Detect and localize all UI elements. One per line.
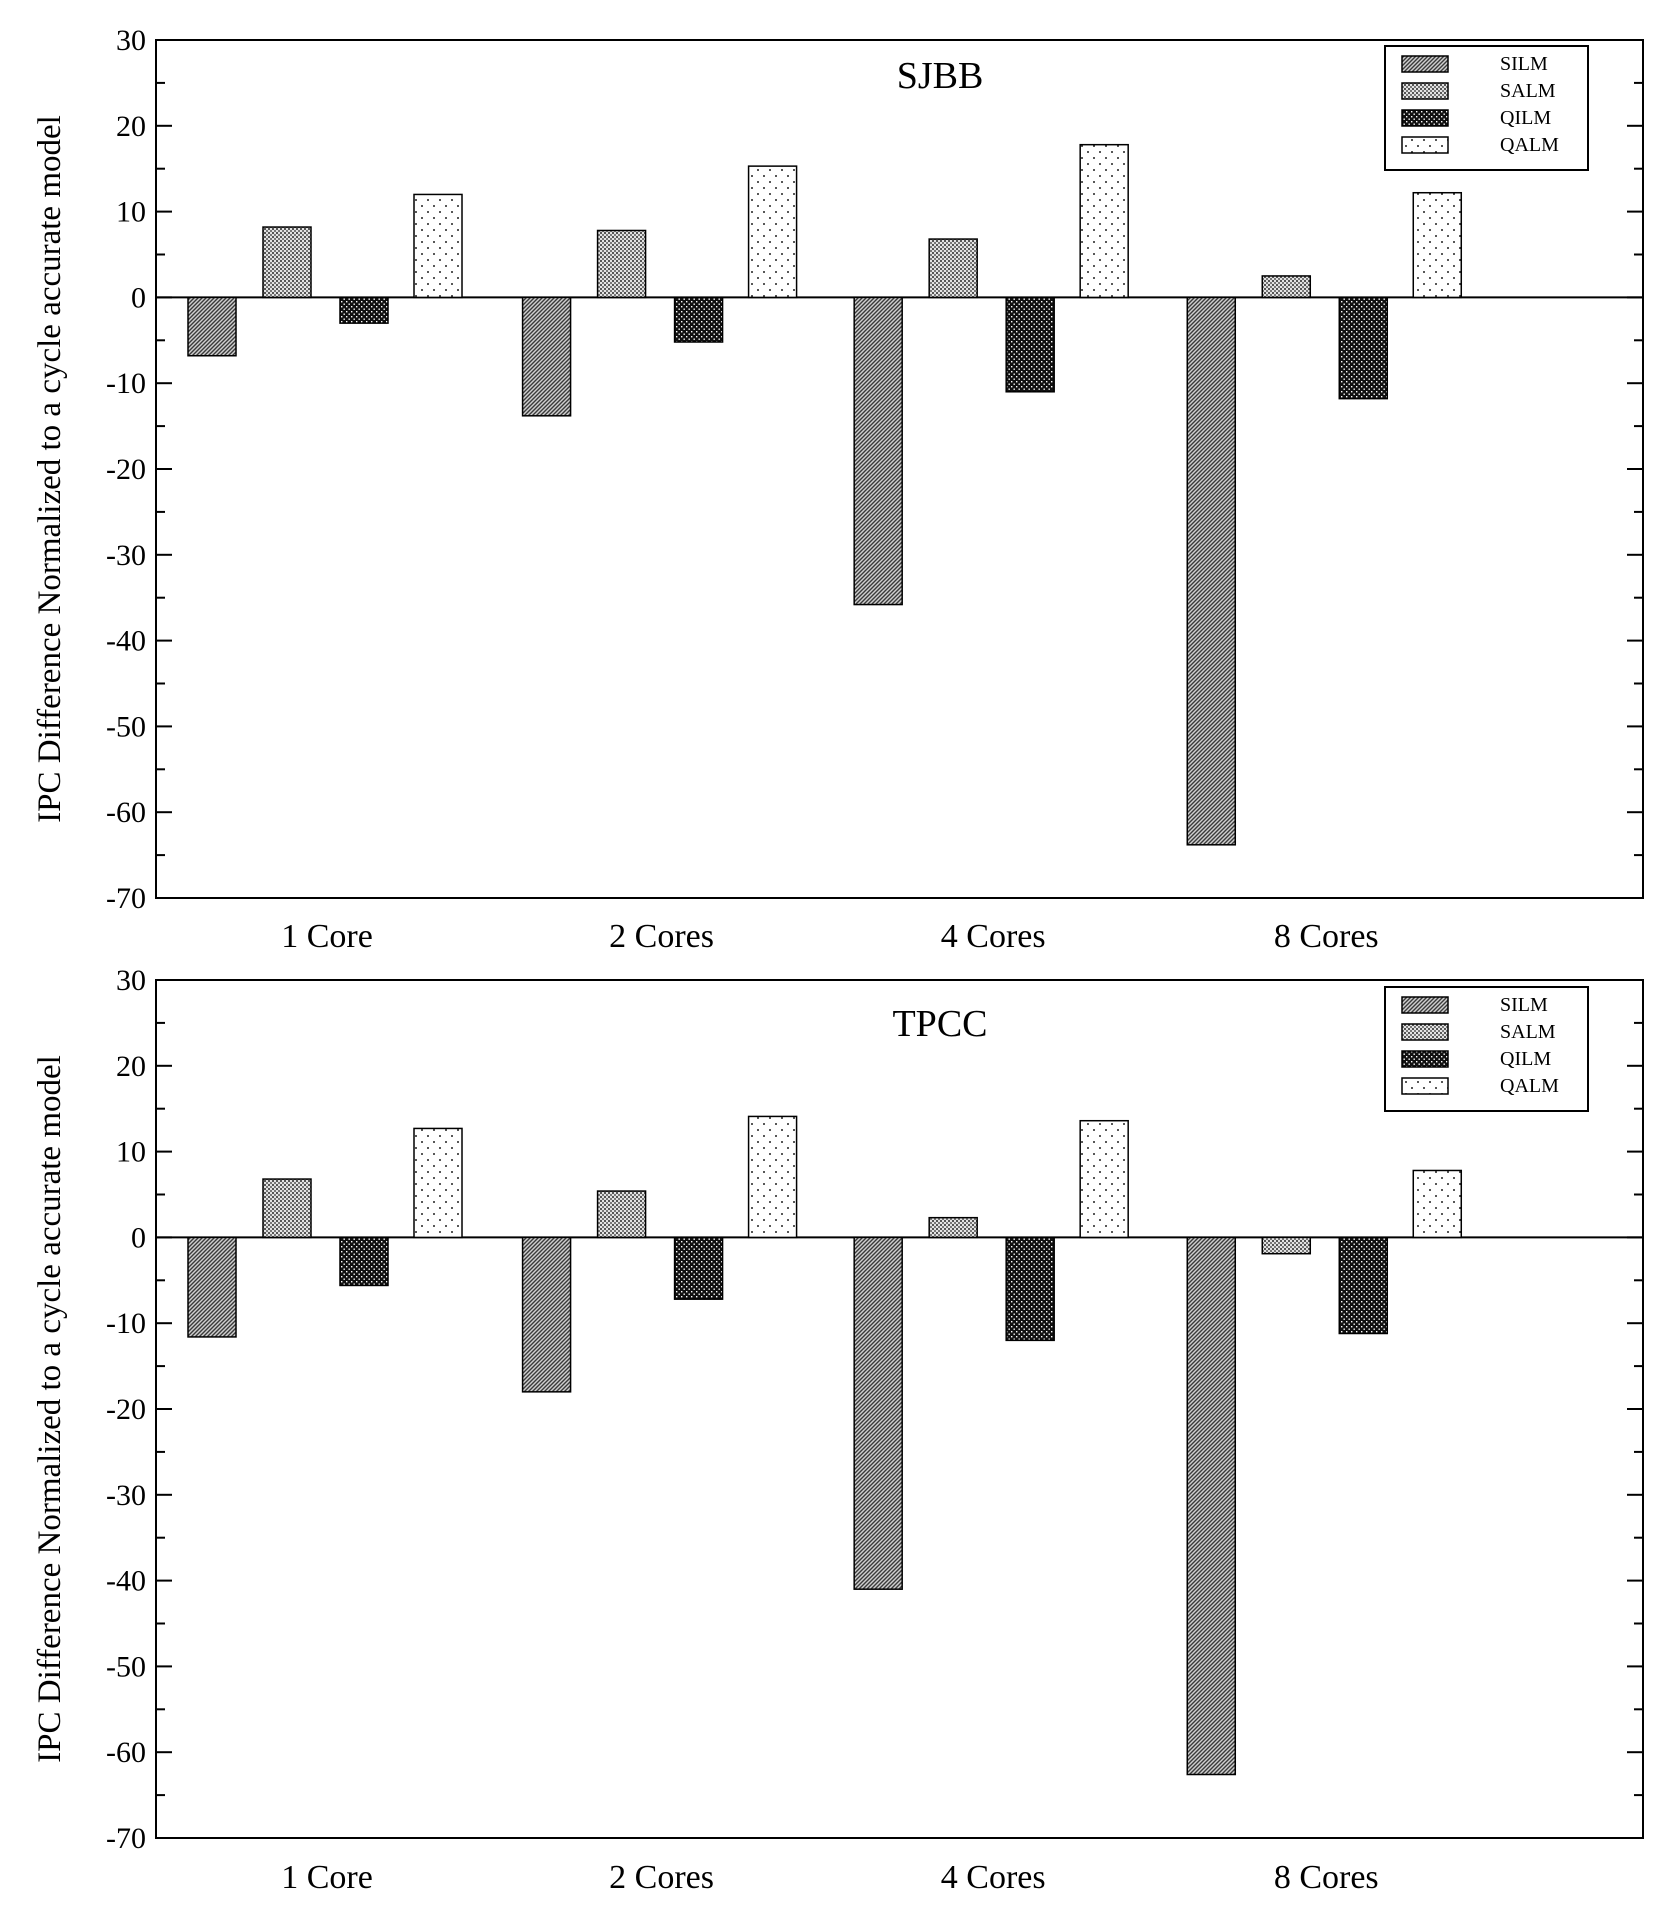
legend-label-qalm: QALM (1500, 1075, 1559, 1097)
x-category-label: 2 Cores (609, 918, 714, 955)
bar-silm-4 (1186, 296, 1237, 846)
bar-qilm-2 (673, 296, 724, 343)
y-tick-label: 20 (116, 110, 146, 143)
y-tick-label: 30 (116, 24, 146, 57)
bar-silm-4 (1186, 1236, 1237, 1776)
y-axis-label: IPC Difference Normalized to a cycle acc… (32, 1055, 68, 1763)
bar-qalm-2 (747, 165, 798, 299)
chart-title: SJBB (897, 55, 984, 97)
legend: SILM SALM QILM QALM (1384, 45, 1589, 171)
y-tick-label: -40 (106, 625, 146, 658)
bar-silm-1 (187, 296, 237, 357)
legend-label-qilm: QILM (1500, 107, 1551, 129)
y-tick-label: 0 (131, 1221, 146, 1254)
legend-label-qilm: QILM (1500, 1048, 1551, 1070)
x-category-label: 8 Cores (1274, 918, 1379, 955)
bar-qilm-3 (1005, 1236, 1055, 1342)
y-tick-label: -40 (106, 1565, 146, 1598)
bar-qalm-3 (1079, 1119, 1129, 1239)
legend-swatch-salm (1401, 1023, 1449, 1041)
y-tick-label: -50 (106, 710, 146, 743)
bar-salm-4 (1261, 275, 1312, 299)
legend-swatch-qilm (1401, 109, 1449, 127)
bar-salm-2 (596, 229, 647, 299)
bar-qilm-3 (1005, 296, 1055, 393)
y-axis-label: IPC Difference Normalized to a cycle acc… (32, 115, 68, 823)
y-tick-label: -30 (106, 539, 146, 572)
x-category-label: 1 Core (281, 918, 373, 955)
bar-qalm-2 (747, 1115, 798, 1239)
bar-qalm-3 (1079, 143, 1129, 299)
bar-qalm-4 (1412, 1169, 1463, 1239)
y-tick-label: 30 (116, 964, 146, 997)
bar-qilm-1 (339, 296, 389, 324)
legend-label-silm: SILM (1500, 994, 1548, 1016)
legend-label-silm: SILM (1500, 53, 1548, 75)
y-tick-label: -60 (106, 1736, 146, 1769)
bar-silm-1 (187, 1236, 237, 1338)
legend-swatch-qalm (1401, 136, 1449, 154)
bar-qilm-4 (1338, 1236, 1389, 1335)
y-tick-label: 20 (116, 1050, 146, 1083)
y-tick-label: -70 (106, 882, 146, 915)
x-category-label: 4 Cores (941, 1859, 1046, 1896)
y-tick-label: -10 (106, 1307, 146, 1340)
x-category-label: 8 Cores (1274, 1859, 1379, 1896)
x-category-label: 2 Cores (609, 1859, 714, 1896)
legend-swatch-silm (1401, 55, 1449, 73)
bar-qalm-4 (1412, 191, 1463, 299)
bar-salm-3 (928, 1216, 978, 1239)
chart-panel-2: 30 20 10 0 -10 -20 -30 -40 -50 -60 -70 IPC Differen… (32, 964, 1644, 1896)
x-category-label: 4 Cores (941, 918, 1046, 955)
bar-silm-2 (521, 1236, 572, 1393)
bar-salm-3 (928, 238, 978, 299)
x-category-label: 1 Core (281, 1859, 373, 1896)
y-tick-label: -60 (106, 796, 146, 829)
bar-qilm-1 (339, 1236, 389, 1287)
bar-salm-1 (262, 226, 312, 299)
y-tick-label: 10 (116, 1136, 146, 1169)
bar-salm-4 (1261, 1236, 1312, 1255)
bar-qalm-1 (413, 1127, 463, 1239)
chart-title: TPCC (892, 1003, 987, 1045)
legend-swatch-silm (1401, 996, 1449, 1014)
bar-salm-2 (596, 1190, 647, 1239)
legend-swatch-qilm (1401, 1050, 1449, 1068)
bar-silm-3 (853, 296, 903, 606)
y-tick-label: -20 (106, 1393, 146, 1426)
charts-root: 30 20 10 0 -10 -20 -30 -40 -50 -60 -70 IPC Differen… (32, 24, 1644, 1896)
y-tick-label: -70 (106, 1822, 146, 1855)
bar-silm-3 (853, 1236, 903, 1590)
legend-swatch-salm (1401, 82, 1449, 100)
chart-panel-1: 30 20 10 0 -10 -20 -30 -40 -50 -60 -70 IPC Differen… (32, 24, 1644, 955)
y-tick-label: -50 (106, 1650, 146, 1683)
legend: SILM SALM QILM QALM (1384, 986, 1589, 1112)
y-tick-label: -30 (106, 1479, 146, 1512)
legend-label-salm: SALM (1500, 80, 1556, 102)
bar-salm-1 (262, 1178, 312, 1239)
legend-label-qalm: QALM (1500, 134, 1559, 156)
legend-label-salm: SALM (1500, 1021, 1556, 1043)
y-tick-label: -20 (106, 453, 146, 486)
bar-silm-2 (521, 296, 572, 417)
y-tick-label: 0 (131, 281, 146, 314)
legend-swatch-qalm (1401, 1077, 1449, 1095)
bar-qilm-4 (1338, 296, 1389, 400)
y-tick-label: -10 (106, 367, 146, 400)
bar-qilm-2 (673, 1236, 724, 1300)
y-tick-label: 10 (116, 196, 146, 229)
bar-qalm-1 (413, 193, 463, 299)
